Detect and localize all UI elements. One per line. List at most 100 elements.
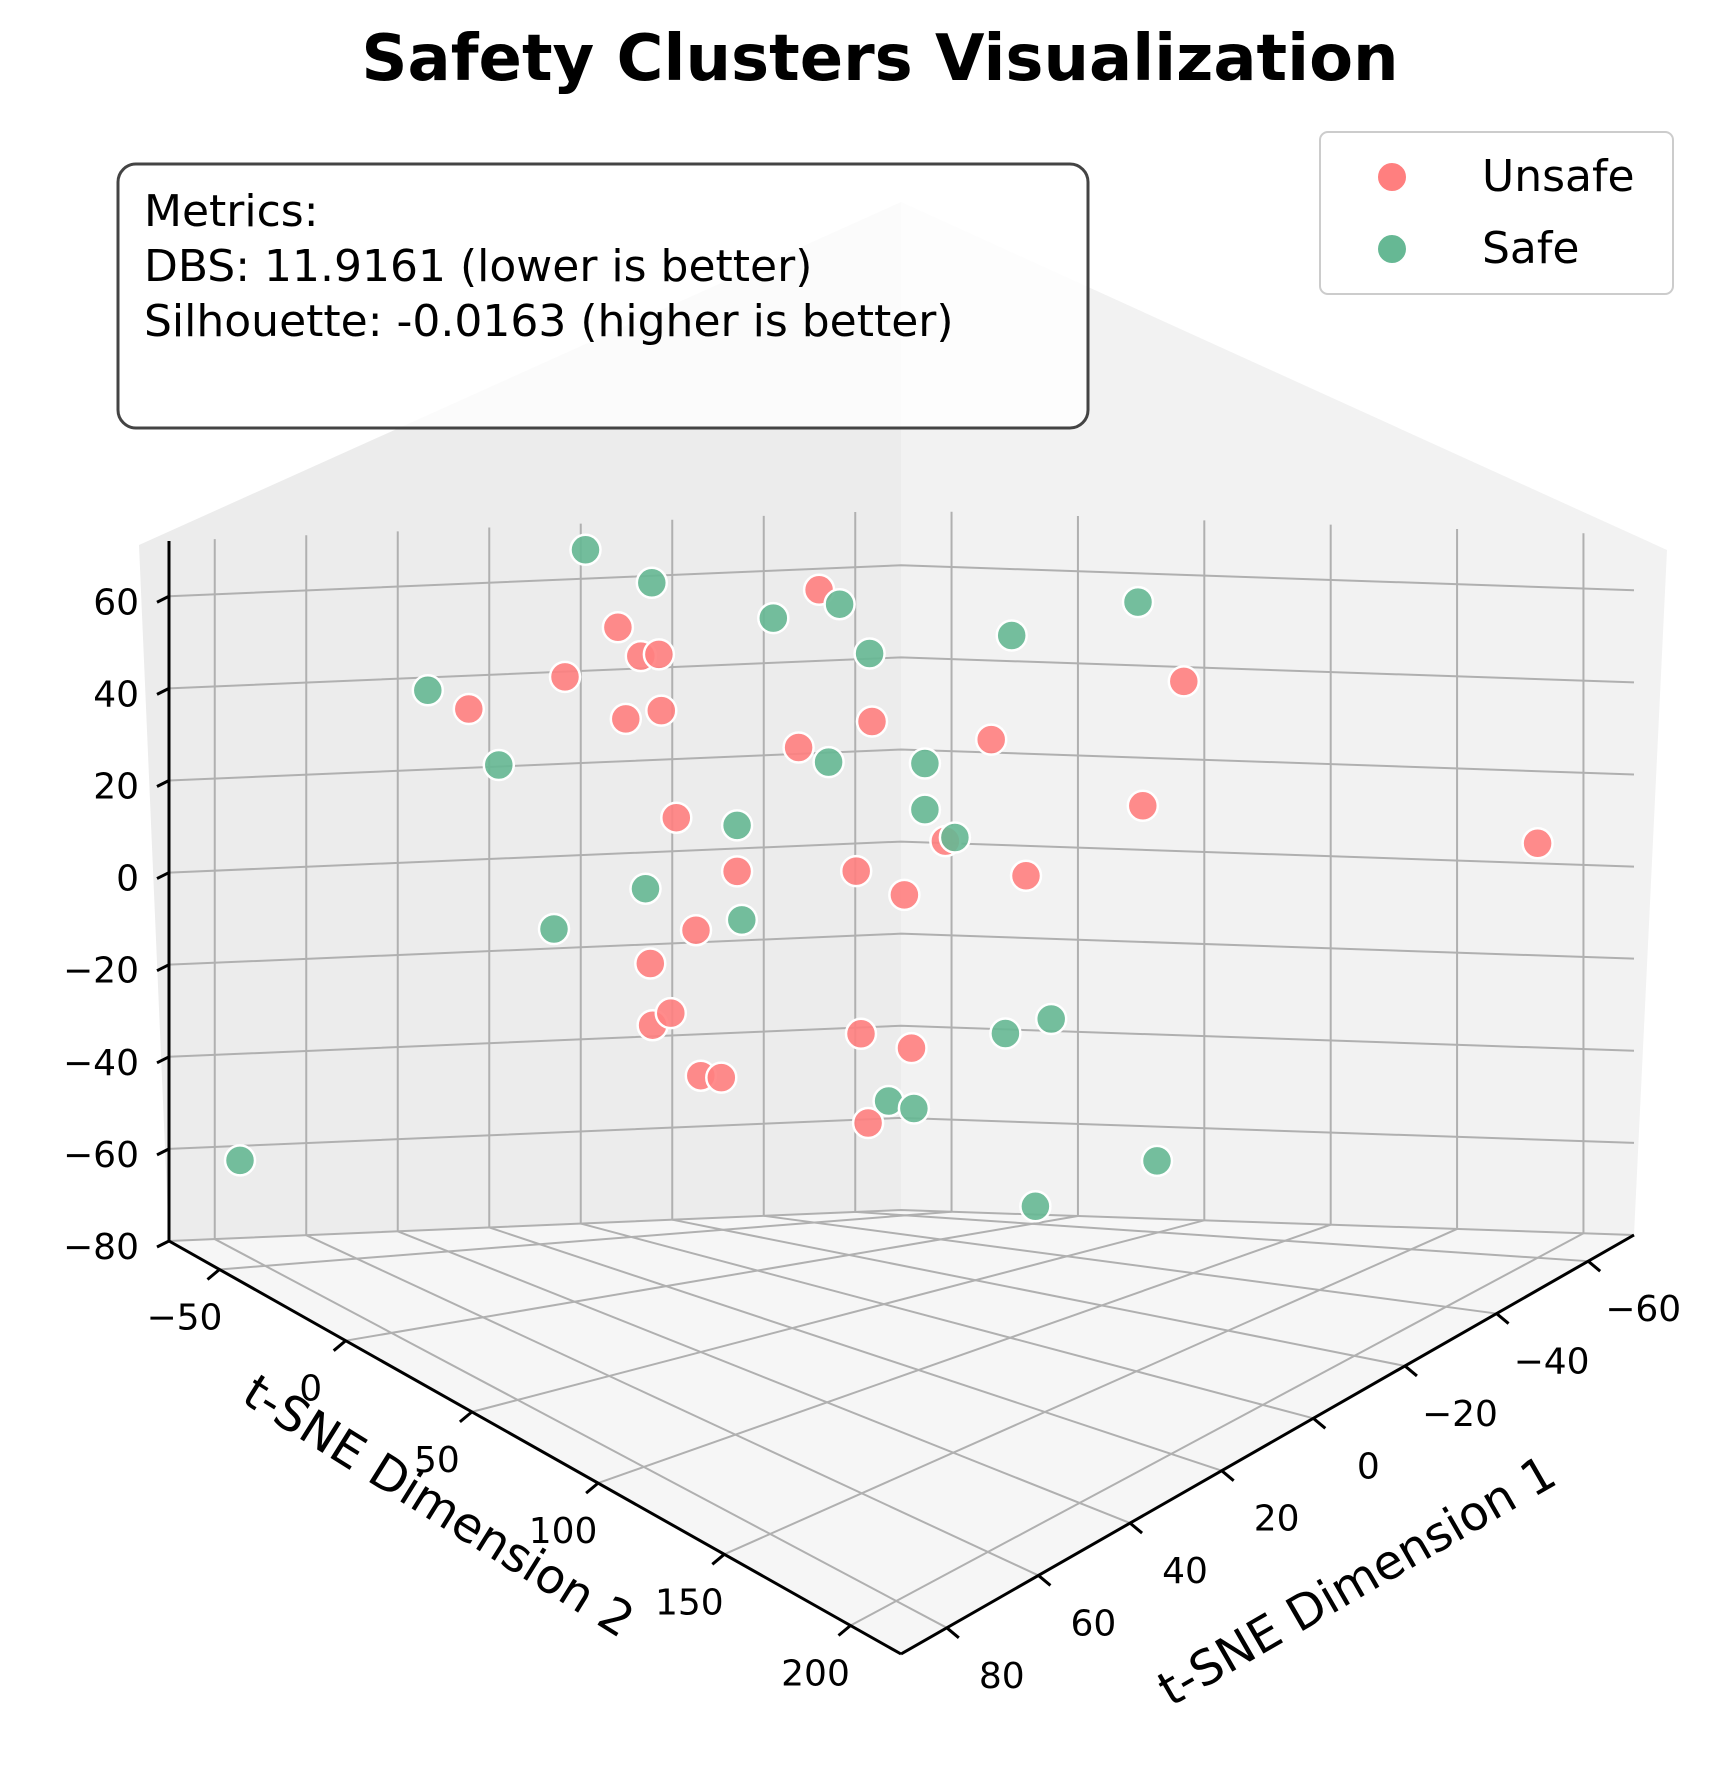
x-tick-6 bbox=[1037, 1574, 1052, 1587]
point-safe-18 bbox=[1034, 1002, 1068, 1036]
legend-label-safe: Safe bbox=[1482, 223, 1579, 274]
y-tick-label-4: 150 bbox=[655, 1582, 724, 1623]
z-tick-label-7: 60 bbox=[93, 582, 139, 623]
y-axis-line bbox=[168, 1239, 902, 1656]
point-unsafe-18 bbox=[851, 1106, 885, 1140]
gridline-x-floor-0 bbox=[855, 1210, 1589, 1263]
gridline-y-floor-0 bbox=[219, 1210, 952, 1271]
point-unsafe-28 bbox=[1521, 827, 1554, 860]
point-unsafe-25 bbox=[844, 1017, 878, 1051]
point-safe-8 bbox=[1121, 585, 1155, 619]
y-tick-4 bbox=[711, 1553, 726, 1566]
x-tick-label-4: 20 bbox=[1254, 1499, 1300, 1540]
z-tick-0 bbox=[156, 1239, 170, 1249]
point-unsafe-12 bbox=[679, 913, 713, 947]
axes bbox=[156, 541, 1635, 1656]
gridline-x-floor-2 bbox=[672, 1218, 1406, 1367]
z-tick-3 bbox=[156, 963, 170, 973]
legend-swatch-safe bbox=[1376, 233, 1408, 265]
gridline-z-2 bbox=[168, 1024, 1635, 1058]
gridline-y-floor-4 bbox=[723, 1228, 1458, 1556]
gridline-x-floor-6 bbox=[305, 1234, 1039, 1577]
tick-labels: −80−60−40−200204060−50050100150200−60−40… bbox=[63, 582, 1681, 1697]
x-tick-7 bbox=[945, 1626, 960, 1639]
point-unsafe-2 bbox=[645, 694, 678, 727]
point-unsafe-11 bbox=[720, 855, 754, 888]
gridline-x-floor-4 bbox=[488, 1226, 1223, 1472]
chart-title: Safety Clusters Visualization bbox=[361, 22, 1398, 96]
point-unsafe-1 bbox=[548, 660, 582, 694]
legend-label-unsafe: Unsafe bbox=[1482, 151, 1635, 202]
point-safe-12 bbox=[908, 793, 942, 826]
point-safe-22 bbox=[1140, 1144, 1174, 1178]
point-safe-0 bbox=[569, 533, 602, 567]
point-unsafe-16 bbox=[654, 996, 688, 1030]
metrics-box-frame bbox=[116, 162, 1090, 430]
point-safe-10 bbox=[720, 809, 754, 842]
gridline-x-floor-3 bbox=[580, 1222, 1314, 1420]
point-safe-11 bbox=[812, 745, 845, 779]
gridline-x-floor-1 bbox=[763, 1214, 1497, 1315]
gridline-y-floor-2 bbox=[471, 1219, 1205, 1413]
point-unsafe-8 bbox=[855, 705, 889, 738]
x-tick-5 bbox=[1129, 1521, 1144, 1535]
y-tick-2 bbox=[458, 1410, 473, 1424]
point-safe-2 bbox=[757, 601, 790, 635]
legend-swatch-unsafe bbox=[1376, 161, 1408, 193]
z-tick-7 bbox=[156, 594, 170, 604]
x-tick-3 bbox=[1312, 1417, 1327, 1430]
gridline-y-floor-3 bbox=[597, 1223, 1332, 1485]
z-tick-label-2: −40 bbox=[63, 1043, 139, 1084]
x-tick-label-3: 0 bbox=[1357, 1446, 1380, 1487]
point-safe-9 bbox=[908, 747, 942, 780]
x-tick-0 bbox=[1587, 1260, 1602, 1273]
point-unsafe-19 bbox=[895, 1031, 928, 1065]
gridline-z-0 bbox=[168, 1208, 1635, 1242]
point-unsafe-5 bbox=[609, 702, 643, 736]
y-tick-label-0: −50 bbox=[146, 1297, 222, 1338]
x-tick-label-5: 40 bbox=[1162, 1551, 1208, 1592]
x-tick-label-7: 80 bbox=[979, 1656, 1025, 1697]
gridlines bbox=[168, 511, 1635, 1629]
point-safe-4 bbox=[482, 748, 516, 782]
y-tick-label-2: 50 bbox=[414, 1440, 460, 1481]
gridline-y-floor-1 bbox=[345, 1215, 1079, 1342]
point-safe-7 bbox=[995, 619, 1028, 652]
point-unsafe-10 bbox=[660, 801, 693, 834]
gridline-y-floor-5 bbox=[850, 1232, 1584, 1627]
x-tick-4 bbox=[1220, 1469, 1235, 1482]
point-safe-3 bbox=[411, 674, 445, 707]
y-tick-5 bbox=[837, 1624, 852, 1637]
point-unsafe-6 bbox=[642, 638, 676, 671]
x-tick-label-2: −20 bbox=[1422, 1394, 1498, 1435]
point-unsafe-22 bbox=[1126, 789, 1160, 823]
z-tick-label-4: 0 bbox=[116, 859, 139, 900]
z-tick-5 bbox=[156, 779, 170, 788]
z-tick-label-1: −60 bbox=[63, 1135, 139, 1176]
gridline-z-7 bbox=[168, 564, 1635, 598]
point-unsafe-24 bbox=[974, 723, 1008, 756]
legend-frame bbox=[1319, 131, 1674, 295]
point-unsafe-27 bbox=[888, 878, 921, 912]
point-unsafe-20 bbox=[1009, 859, 1043, 893]
metrics-box: Metrics: DBS: 11.9161 (lower is better) … bbox=[116, 162, 1090, 430]
y-tick-3 bbox=[585, 1481, 600, 1495]
x-axis-line bbox=[900, 1233, 1635, 1656]
z-tick-label-6: 40 bbox=[93, 674, 139, 715]
point-unsafe-23 bbox=[1167, 665, 1201, 698]
point-safe-21 bbox=[1019, 1190, 1052, 1223]
gridline-z-6 bbox=[168, 656, 1635, 690]
y-tick-label-1: 0 bbox=[299, 1369, 322, 1410]
point-safe-16 bbox=[725, 903, 759, 937]
metrics-line-3: Silhouette: -0.0163 (higher is better) bbox=[144, 296, 954, 347]
gridline-z-3 bbox=[168, 932, 1635, 966]
z-tick-1 bbox=[156, 1147, 170, 1157]
point-unsafe-13 bbox=[634, 947, 667, 980]
legend: Unsafe Safe bbox=[1319, 131, 1674, 295]
gridline-x-floor-7 bbox=[214, 1238, 948, 1629]
z-tick-label-0: −80 bbox=[63, 1227, 139, 1268]
x-tick-2 bbox=[1403, 1364, 1418, 1378]
point-unsafe-4 bbox=[601, 611, 635, 644]
gridline-z-5 bbox=[168, 748, 1635, 782]
